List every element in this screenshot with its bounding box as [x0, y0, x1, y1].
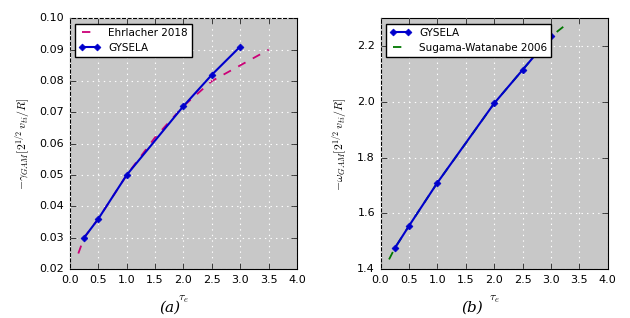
GYSELA: [391, 246, 399, 250]
Sugama-Watanabe 2006: [561, 24, 569, 27]
X-axis label: $\tau_e$: $\tau_e$: [489, 292, 500, 305]
Line: Ehrlacher 2018: Ehrlacher 2018: [78, 50, 268, 253]
GYSELA: [405, 224, 413, 228]
GYSELA: [80, 236, 88, 240]
Ehrlacher 2018: [208, 79, 215, 83]
Sugama-Watanabe 2006: [462, 141, 469, 145]
Ehrlacher 2018: [80, 236, 88, 240]
Y-axis label: $-\gamma_{GAM}[2^{1/2}\,v_{ti}/R]$: $-\gamma_{GAM}[2^{1/2}\,v_{ti}/R]$: [13, 98, 33, 190]
Line: GYSELA: GYSELA: [81, 44, 243, 240]
Sugama-Watanabe 2006: [547, 35, 555, 38]
GYSELA: [180, 104, 187, 108]
Ehrlacher 2018: [180, 104, 187, 108]
GYSELA: [208, 73, 215, 77]
Line: Sugama-Watanabe 2006: Sugama-Watanabe 2006: [389, 25, 565, 259]
GYSELA: [236, 45, 244, 48]
Y-axis label: $-\omega_{GAM}[2^{1/2}\,v_{ti}/R]$: $-\omega_{GAM}[2^{1/2}\,v_{ti}/R]$: [331, 97, 350, 190]
Text: (a): (a): [159, 301, 181, 315]
GYSELA: [547, 35, 555, 38]
Legend: Ehrlacher 2018, GYSELA: Ehrlacher 2018, GYSELA: [75, 24, 192, 57]
GYSELA: [518, 68, 526, 72]
Sugama-Watanabe 2006: [391, 246, 399, 250]
GYSELA: [123, 173, 130, 177]
Sugama-Watanabe 2006: [518, 68, 526, 72]
Sugama-Watanabe 2006: [386, 258, 393, 261]
GYSELA: [433, 181, 441, 185]
Ehrlacher 2018: [94, 217, 102, 221]
Ehrlacher 2018: [123, 173, 130, 177]
Ehrlacher 2018: [236, 64, 244, 67]
Legend: GYSELA, Sugama-Watanabe 2006: GYSELA, Sugama-Watanabe 2006: [386, 24, 551, 57]
Sugama-Watanabe 2006: [490, 101, 498, 105]
Ehrlacher 2018: [265, 48, 272, 52]
Sugama-Watanabe 2006: [405, 224, 413, 228]
Text: (b): (b): [462, 301, 483, 315]
Line: GYSELA: GYSELA: [392, 34, 553, 251]
Ehrlacher 2018: [151, 135, 159, 139]
GYSELA: [490, 101, 498, 105]
X-axis label: $\tau_e$: $\tau_e$: [178, 292, 189, 305]
Ehrlacher 2018: [74, 252, 82, 255]
GYSELA: [94, 217, 102, 221]
Sugama-Watanabe 2006: [433, 181, 441, 185]
